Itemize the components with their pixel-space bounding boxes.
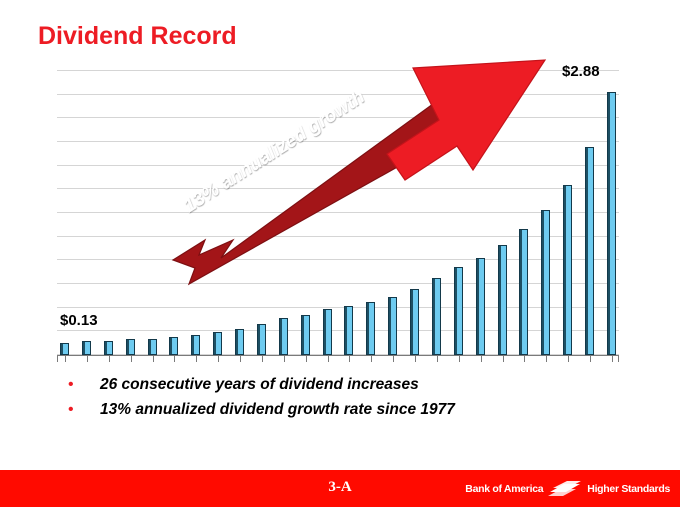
page-number: 3-A bbox=[328, 479, 352, 495]
bar bbox=[60, 343, 69, 355]
bar bbox=[431, 278, 441, 355]
dividend-bar-chart bbox=[57, 70, 619, 362]
gridline bbox=[57, 307, 619, 308]
bar bbox=[410, 289, 419, 355]
axis-tick bbox=[328, 355, 329, 362]
bar bbox=[563, 185, 573, 355]
bar bbox=[81, 341, 91, 355]
bar bbox=[606, 91, 616, 355]
axis-tick bbox=[262, 355, 263, 362]
axis-tick bbox=[109, 355, 110, 362]
bar bbox=[519, 228, 529, 355]
axis-tick bbox=[590, 355, 591, 362]
list-item: • 13% annualized dividend growth rate si… bbox=[68, 401, 588, 419]
gridline bbox=[57, 354, 619, 355]
axis-tick bbox=[415, 355, 416, 362]
gridline bbox=[57, 70, 619, 71]
gridline bbox=[57, 330, 619, 331]
brand-name: Bank of America bbox=[465, 482, 544, 495]
bullet-marker-icon: • bbox=[68, 376, 74, 393]
bar bbox=[366, 302, 376, 355]
axis-tick bbox=[503, 355, 504, 362]
axis-tick bbox=[349, 355, 350, 362]
bar bbox=[103, 341, 113, 355]
axis-baseline bbox=[57, 355, 619, 356]
axis-tick bbox=[612, 355, 613, 362]
bar bbox=[497, 245, 507, 355]
bar bbox=[453, 267, 463, 355]
axis-tick bbox=[618, 355, 619, 362]
axis-tick bbox=[568, 355, 569, 362]
bullet-list: • 26 consecutive years of dividend incre… bbox=[68, 376, 588, 426]
bar bbox=[213, 332, 223, 355]
bar bbox=[344, 305, 354, 355]
bar bbox=[235, 328, 244, 355]
bar bbox=[256, 323, 266, 355]
axis-tick bbox=[284, 355, 285, 362]
bar bbox=[169, 336, 179, 355]
axis-tick bbox=[87, 355, 88, 362]
bar bbox=[322, 309, 332, 355]
axis-tick bbox=[196, 355, 197, 362]
end-value-label: $2.88 bbox=[562, 63, 600, 80]
bullet-marker-icon: • bbox=[68, 401, 74, 418]
slide-footer: 3-A Bank of America Higher Standards bbox=[0, 470, 680, 507]
axis-tick bbox=[131, 355, 132, 362]
axis-tick bbox=[437, 355, 438, 362]
axis-tick bbox=[481, 355, 482, 362]
bar bbox=[585, 146, 594, 355]
axis-tick bbox=[546, 355, 547, 362]
axis-tick bbox=[459, 355, 460, 362]
axis-tick bbox=[65, 355, 66, 362]
bar-series bbox=[57, 70, 619, 355]
bar bbox=[475, 258, 485, 355]
bar bbox=[278, 318, 288, 355]
axis-tick bbox=[218, 355, 219, 362]
axis-tick bbox=[174, 355, 175, 362]
bar bbox=[300, 314, 310, 355]
axis-tick bbox=[306, 355, 307, 362]
bullet-text: 13% annualized dividend growth rate sinc… bbox=[100, 401, 455, 418]
brand-logo: Bank of America Higher Standards bbox=[465, 480, 670, 497]
bar bbox=[541, 209, 551, 355]
bar bbox=[388, 296, 398, 355]
page-title: Dividend Record bbox=[38, 22, 237, 50]
bar bbox=[125, 338, 135, 355]
axis-tick bbox=[371, 355, 372, 362]
axis-tick bbox=[153, 355, 154, 362]
axis-tick bbox=[240, 355, 241, 362]
bar bbox=[191, 334, 201, 355]
axis-tick bbox=[524, 355, 525, 362]
list-item: • 26 consecutive years of dividend incre… bbox=[68, 376, 588, 394]
bullet-text: 26 consecutive years of dividend increas… bbox=[100, 376, 419, 393]
start-value-label: $0.13 bbox=[60, 312, 98, 329]
bank-of-america-flag-icon bbox=[548, 481, 582, 496]
axis-tick bbox=[57, 355, 58, 362]
bar bbox=[147, 338, 157, 355]
chart-x-axis bbox=[57, 355, 619, 364]
chart-plot-area bbox=[57, 70, 619, 355]
brand-tagline: Higher Standards bbox=[587, 482, 670, 495]
axis-tick bbox=[393, 355, 394, 362]
